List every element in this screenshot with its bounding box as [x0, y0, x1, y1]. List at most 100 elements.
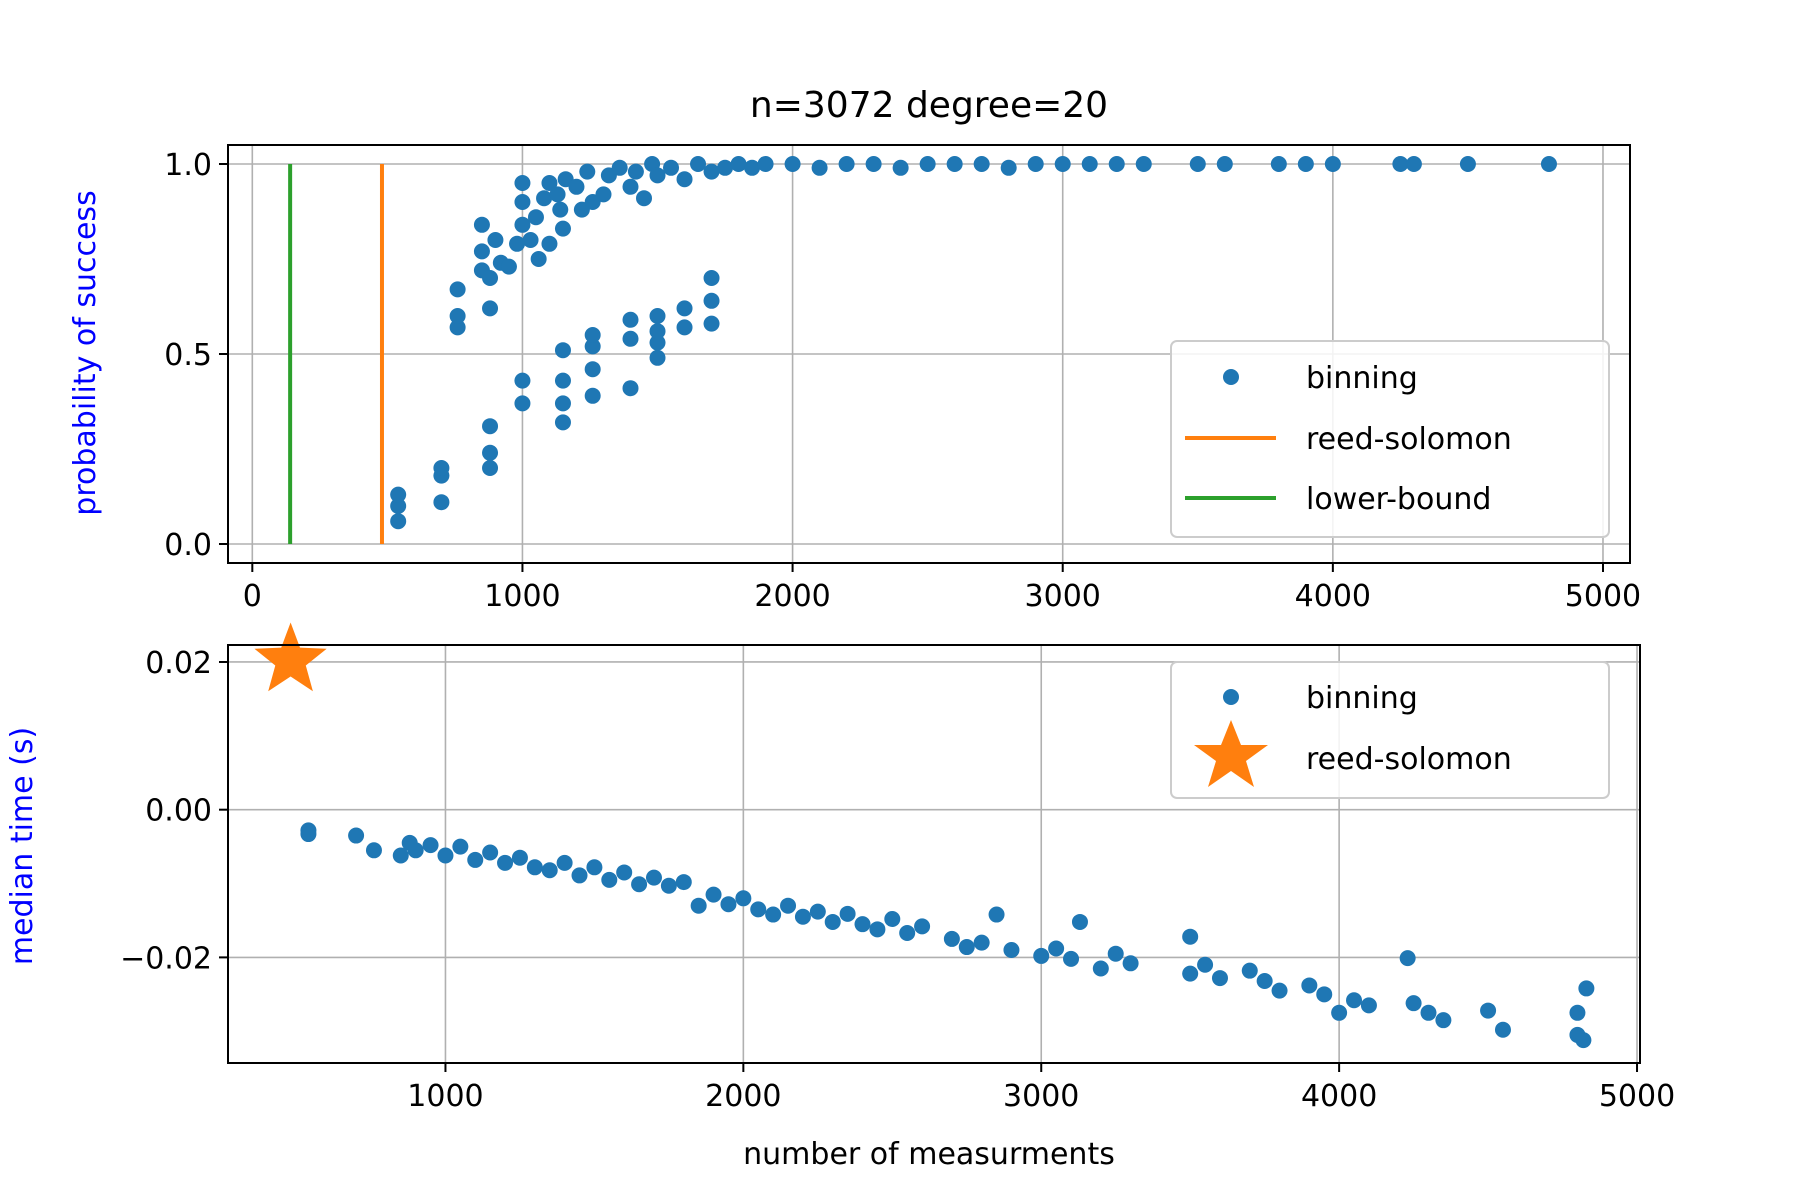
top-binning-point	[1189, 156, 1206, 172]
top-x-tick-label: 4000	[1295, 579, 1371, 614]
top-binning-point	[568, 178, 585, 195]
top-binning-point	[554, 395, 571, 412]
top-binning-point	[554, 414, 571, 431]
bottom-axes-frame	[227, 644, 1641, 1064]
top-binning-point	[1459, 156, 1476, 172]
top-binning-point	[390, 498, 407, 514]
bottom-binning-point	[1092, 960, 1109, 977]
top-binning-point	[1054, 156, 1071, 172]
bottom-binning-point	[809, 903, 826, 920]
bottom-legend-reed-solomon-star	[1194, 720, 1268, 787]
top-binning-point	[473, 243, 490, 260]
top-binning-point	[811, 159, 828, 176]
bottom-legend: binning reed-solomon	[1170, 661, 1610, 799]
bottom-binning-point	[300, 826, 317, 843]
top-legend-lower-bound-label: lower-bound	[1306, 482, 1491, 517]
top-binning-point	[554, 372, 571, 389]
bottom-x-axis-label: number of measurments	[743, 1137, 1115, 1172]
top-binning-point	[514, 175, 531, 191]
bottom-binning-point	[1480, 1002, 1497, 1019]
bottom-y-tick-label: 0.00	[145, 794, 212, 829]
bottom-binning-point	[1107, 945, 1124, 962]
bottom-binning-point	[365, 842, 382, 859]
top-binning-point	[1081, 156, 1098, 172]
top-binning-point	[482, 270, 499, 286]
top-binning-point	[973, 156, 990, 172]
bottom-binning-point	[1331, 1004, 1348, 1021]
top-binning-point	[449, 281, 466, 298]
bottom-binning-point	[407, 842, 424, 859]
bottom-binning-point	[645, 869, 662, 886]
top-binning-point	[482, 460, 499, 476]
bottom-binning-point	[586, 859, 603, 876]
bottom-binning-point	[1182, 965, 1199, 982]
top-binning-point	[1270, 156, 1287, 172]
top-binning-point	[579, 163, 596, 180]
top-binning-point	[552, 201, 569, 218]
top-binning-point	[549, 186, 566, 203]
bottom-binning-point	[1360, 997, 1377, 1014]
bottom-binning-point	[1182, 928, 1199, 945]
bottom-binning-point	[1063, 950, 1080, 967]
bottom-binning-point	[869, 921, 886, 938]
bottom-binning-point	[1346, 992, 1363, 1009]
bottom-y-tick-label: −0.02	[120, 941, 212, 976]
bottom-x-tick-label: 5000	[1599, 1079, 1675, 1114]
top-binning-point	[390, 513, 407, 530]
top-binning-point	[1000, 159, 1017, 176]
bottom-binning-point	[735, 890, 752, 907]
bottom-binning-point	[1316, 986, 1333, 1003]
bottom-binning-point	[1405, 995, 1422, 1012]
top-x-tick-label: 1000	[484, 579, 560, 614]
bottom-binning-point	[452, 838, 469, 855]
top-binning-point	[919, 156, 936, 172]
top-legend-frame	[1170, 340, 1610, 538]
chart-title: n=3072 degree=20	[750, 85, 1108, 126]
bottom-binning-point	[422, 837, 439, 854]
bottom-binning-point	[511, 849, 528, 866]
bottom-binning-point	[839, 905, 856, 922]
bottom-binning-point	[943, 930, 960, 947]
top-binning-point	[622, 330, 639, 347]
bottom-binning-point	[1301, 977, 1318, 994]
bottom-binning-point	[392, 847, 409, 864]
top-binning-point	[514, 395, 531, 412]
top-binning-point	[1027, 156, 1044, 172]
bottom-binning-point	[973, 934, 990, 951]
top-binning-point	[622, 178, 639, 195]
bottom-x-tick-label: 3000	[1003, 1079, 1079, 1114]
top-binning-point	[649, 308, 666, 324]
top-binning-point	[1297, 156, 1314, 172]
top-binning-point	[514, 194, 531, 210]
top-legend-reed-solomon-label: reed-solomon	[1306, 422, 1512, 457]
top-legend-binning-label: binning	[1306, 361, 1418, 396]
top-binning-point	[433, 494, 450, 511]
top-binning-point	[649, 334, 666, 351]
top-binning-point	[636, 190, 653, 207]
bottom-binning-point	[750, 901, 767, 918]
bottom-binning-point	[1256, 973, 1273, 990]
top-binning-point	[649, 323, 666, 340]
top-y-tick-label: 1.0	[164, 148, 212, 183]
bottom-binning-point	[794, 908, 811, 925]
bottom-binning-point	[467, 851, 484, 868]
bottom-binning-point	[1420, 1004, 1437, 1021]
bottom-binning-point	[556, 854, 573, 871]
top-binning-point	[449, 308, 466, 324]
top-binning-point	[622, 380, 639, 397]
top-binning-point	[595, 186, 612, 203]
bottom-binning-point	[1271, 982, 1288, 999]
bottom-y-axis-label: median time (s)	[5, 727, 40, 965]
bottom-binning-point	[1399, 950, 1416, 967]
top-binning-point	[649, 167, 666, 184]
top-binning-point	[676, 319, 693, 336]
bottom-binning-point	[765, 906, 782, 923]
bottom-x-tick-label: 2000	[705, 1079, 781, 1114]
top-binning-point	[676, 171, 693, 188]
top-binning-point	[717, 159, 734, 176]
bottom-binning-point	[660, 877, 677, 894]
top-binning-point	[1392, 156, 1409, 172]
top-binning-point	[946, 156, 963, 172]
